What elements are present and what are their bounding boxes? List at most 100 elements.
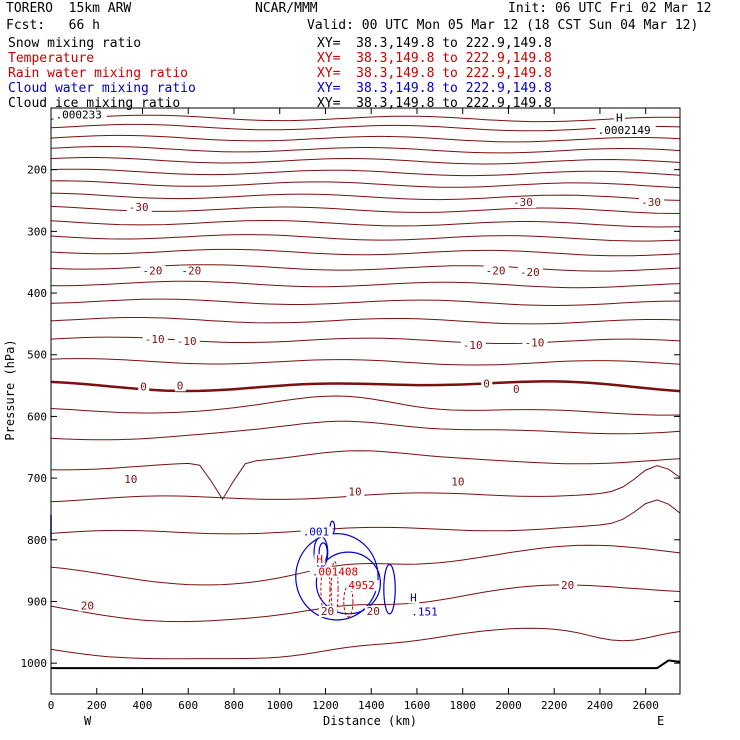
temperature-label-bg — [517, 266, 543, 278]
temperature-label-bg — [483, 265, 509, 277]
temperature-label: -10 — [463, 339, 483, 352]
rain-water-label: .001408 — [312, 566, 358, 579]
temperature-label: -30 — [641, 196, 661, 209]
x-tick-label: 2000 — [495, 699, 522, 712]
cloud-water-label: .151 — [411, 606, 438, 619]
temperature-label: 20 — [561, 579, 574, 592]
x-tick-label: 0 — [48, 699, 55, 712]
isotherm-line — [50, 450, 681, 501]
isotherm-line — [50, 358, 681, 366]
snow-label-bg — [53, 109, 107, 121]
temperature-label: -10 — [145, 333, 165, 346]
isotherm-line — [50, 192, 681, 201]
cloud-water-label-bg — [409, 606, 442, 618]
x-axis-title: Distance (km) — [323, 714, 417, 728]
isotherm-line — [50, 627, 681, 660]
temperature-label: -30 — [513, 196, 533, 209]
x-tick-label: 1800 — [449, 699, 476, 712]
temperature-label: 0 — [513, 383, 520, 396]
temperature-label: 10 — [348, 485, 361, 498]
x-tick-label: 1200 — [312, 699, 339, 712]
y-tick-label: 1000 — [21, 657, 48, 670]
x-tick-label: 1600 — [404, 699, 431, 712]
snow-label: .000233 — [56, 108, 102, 121]
temperature-label-bg — [522, 337, 548, 349]
temperature-label-bg — [639, 197, 665, 209]
temperature-label: 10 — [451, 476, 464, 489]
rain-water-label: H — [316, 553, 323, 566]
temperature-label: -10 — [524, 337, 544, 350]
isotherm-line — [50, 114, 681, 123]
temperature-label-bg — [511, 383, 523, 395]
snow-label-bg — [613, 112, 625, 124]
temperature-label: -20 — [520, 266, 540, 279]
rain-water-label: 4952 — [348, 579, 375, 592]
isotherm-line — [50, 317, 681, 325]
y-tick-label: 600 — [27, 410, 47, 423]
cloud-water-label: H — [410, 591, 417, 604]
x-tick-label: 1400 — [358, 699, 385, 712]
temperature-label-bg — [481, 378, 493, 390]
temperature-label-bg — [460, 340, 486, 352]
x-tick-label: 2600 — [632, 699, 659, 712]
temperature-label-bg — [78, 600, 97, 612]
isotherm-line — [50, 219, 681, 228]
y-tick-label: 200 — [27, 164, 47, 177]
temperature-label: -20 — [486, 265, 506, 278]
temperature-label: -20 — [181, 265, 201, 278]
temperature-label-bg — [559, 580, 578, 592]
y-tick-label: 700 — [27, 472, 47, 485]
cloud-water-label-bg — [300, 526, 333, 538]
snow-label: .0002149 — [598, 124, 651, 137]
x-tick-label: 600 — [178, 699, 198, 712]
isotherm-line — [50, 168, 681, 177]
y-tick-label: 800 — [27, 534, 47, 547]
temperature-label: 10 — [124, 473, 137, 486]
temperature-label: 20 — [321, 605, 334, 618]
snow-label: H — [616, 112, 623, 125]
isotherm-line — [50, 134, 681, 143]
legend-label-snow: Snow mixing ratio — [8, 36, 142, 51]
rain-water-contour — [330, 560, 339, 618]
header-fcst: Fcst: 66 h — [6, 18, 100, 33]
temperature-label: -10 — [177, 335, 197, 348]
y-tick-label: 300 — [27, 225, 47, 238]
x-tick-label: 200 — [87, 699, 107, 712]
isotherm-line — [50, 248, 681, 257]
legend-xy-temperature: XY= 38.3,149.8 to 222.9,149.8 — [317, 51, 552, 66]
terrain-line — [51, 659, 681, 670]
isotherm-line — [50, 499, 681, 535]
west-label: W — [84, 714, 92, 728]
temperature-label: 0 — [483, 377, 490, 390]
temperature-label-bg — [449, 476, 468, 488]
legend-label-temperature: Temperature — [8, 51, 95, 66]
isotherm-line — [50, 205, 681, 214]
temperature-label: 20 — [81, 599, 94, 612]
isotherm-line — [50, 380, 681, 393]
temperature-label-bg — [126, 202, 152, 214]
rain-water-label-bg — [346, 580, 379, 592]
temperature-label: -20 — [142, 265, 162, 278]
isotherm-line — [50, 146, 681, 154]
header-valid: Valid: 00 UTC Mon 05 Mar 12 (18 CST Sun … — [307, 18, 699, 33]
header-model: TORERO 15km ARW — [6, 1, 132, 16]
legend-label-cloud-ice: Cloud ice mixing ratio — [8, 96, 181, 111]
legend-label-cloud-water: Cloud water mixing ratio — [8, 81, 196, 96]
legend-xy-rain: XY= 38.3,149.8 to 222.9,149.8 — [317, 66, 552, 81]
temperature-label-bg — [179, 265, 205, 277]
cloud-water-label: .001 — [303, 525, 330, 538]
temperature-label: -30 — [129, 201, 149, 214]
isotherm-line — [50, 395, 681, 416]
x-tick-label: 2400 — [587, 699, 614, 712]
isotherm-line — [50, 420, 681, 441]
temperature-label-bg — [511, 197, 537, 209]
isotherm-line — [50, 157, 681, 165]
temperature-label-bg — [138, 381, 150, 393]
temperature-label: 20 — [367, 605, 380, 618]
temperature-label: 0 — [177, 379, 184, 392]
temperature-label-bg — [174, 380, 186, 392]
isotherm-line — [50, 123, 681, 132]
axis-ticks: 0 200 400 600 800 1000 1200 1400 1600 1800 2000 220… — [21, 108, 680, 712]
plot-frame — [50, 107, 681, 695]
temperature-label-bg — [364, 606, 383, 618]
